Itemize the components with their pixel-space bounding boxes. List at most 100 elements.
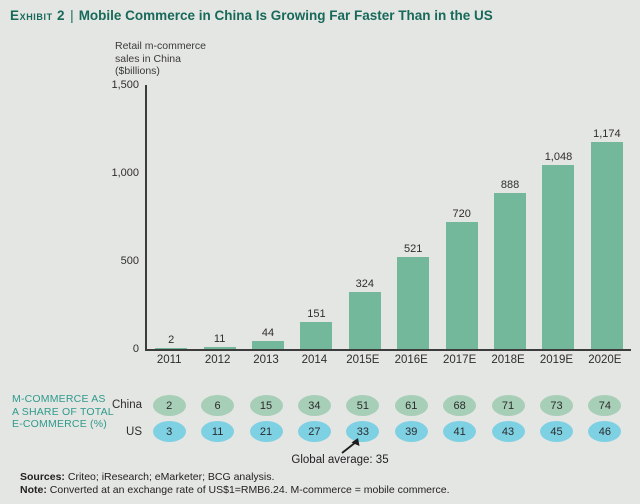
x-axis-label: 2013 [253,354,279,366]
bar [590,142,623,349]
row-label-china: China [111,399,142,411]
x-axis-label: 2011 [156,354,182,366]
bar [397,257,430,349]
global-average-annotation: Global average: 35 [291,454,389,466]
footer: Sources: Criteo; iResearch; eMarketer; B… [20,471,450,497]
bar-column: 2 [147,334,195,349]
bar-column: 521 [389,243,437,349]
bar [203,347,236,349]
bar-value-label: 2 [168,334,175,346]
bar-value-label: 11 [213,333,226,345]
bubble-cell: 71 [484,395,532,416]
bubble-cell: 74 [581,395,629,416]
bubble-cell: 3 [145,421,193,442]
bubble-cell: 6 [193,395,241,416]
china-bubble-row: 2 6 15 34 51 61 68 71 73 74 [145,395,629,416]
bubble-cell: 43 [484,421,532,442]
bar [155,348,188,349]
bubble-cell: 73 [532,395,580,416]
x-axis-label: 2016E [394,354,428,366]
x-axis-labels: 2011 2012 2013 2014 2015E 2016E 2017E 2018E 2019… [145,354,629,366]
bar-column: 720 [437,208,485,349]
bar-value-label: 1,048 [544,151,573,163]
bar-value-label: 44 [261,327,275,339]
share-bubble: 11 [201,421,235,442]
share-bubble: 21 [249,421,283,442]
bar [542,165,575,349]
share-bubble: 71 [491,395,525,416]
bubble-cell: 34 [290,395,338,416]
share-bubble: 3 [152,421,186,442]
bars-container: 2 11 44 151 324 521 720 888 1,048 1,174 [147,85,631,349]
us-bubble-row: 3 11 21 27 33 39 41 43 45 46 [145,421,629,442]
x-axis-label: 2015E [346,354,380,366]
bar [300,322,333,349]
y-axis-tick-label: 500 [120,255,139,267]
title-text: Mobile Commerce in China Is Growing Far … [78,8,493,23]
share-bubble: 46 [588,421,622,442]
bar-value-label: 888 [500,179,520,191]
share-bubble: 61 [394,395,428,416]
bar-column: 44 [244,327,292,349]
bar-column: 151 [292,308,340,349]
x-axis-label: 2017E [443,354,477,366]
note-line: Note: Converted at an exchange rate of U… [20,484,450,497]
bubble-cell: 68 [435,395,483,416]
bubble-cell: 33 [339,421,387,442]
bar-value-label: 1,174 [593,128,621,140]
share-bubble: 2 [152,395,186,416]
bar [445,222,478,349]
bar [348,292,381,349]
share-bubble: 33 [346,421,380,442]
note-label: Note: [20,484,47,496]
bubble-cell: 27 [290,421,338,442]
bubble-cell: 51 [339,395,387,416]
share-bubble: 73 [539,395,573,416]
share-bubble: 41 [443,421,477,442]
bubble-cell: 46 [581,421,629,442]
x-axis-label: 2012 [204,354,231,366]
y-axis-tick-label: 1,500 [111,79,139,91]
y-axis-tick-label: 1,000 [111,167,139,179]
share-bubble: 34 [297,395,331,416]
note-text: Converted at an exchange rate of US$1=RM… [49,484,450,496]
bar-column: 11 [195,333,243,349]
title-separator: | [70,8,74,23]
share-bubble: 43 [491,421,525,442]
bar [494,193,527,349]
bar-value-label: 521 [404,243,423,255]
bar-column: 888 [486,179,534,349]
x-axis-label: 2019E [539,354,574,366]
bar-value-label: 151 [307,308,326,320]
bar-value-label: 324 [355,278,374,290]
bar-column: 1,048 [534,151,582,349]
x-axis-label: 2018E [491,354,525,366]
share-bubble: 6 [201,395,235,416]
y-axis-tick-label: 0 [132,343,139,355]
share-bubble: 74 [588,395,622,416]
sources-label: Sources: [20,471,65,483]
share-bubble: 27 [297,421,331,442]
share-bubble: 51 [346,395,380,416]
share-bubble: 45 [539,421,573,442]
bubble-cell: 15 [242,395,290,416]
bubble-cell: 39 [387,421,435,442]
sources-text: Criteo; iResearch; eMarketer; BCG analys… [67,471,275,483]
row-label-us: US [126,426,142,438]
sources-line: Sources: Criteo; iResearch; eMarketer; B… [20,471,450,484]
share-table-label: M-COMMERCE AS A SHARE OF TOTAL E-COMMERC… [12,393,114,430]
bubble-cell: 2 [145,395,193,416]
bar-value-label: 720 [452,208,471,220]
exhibit-title: Exhibit 2 | Mobile Commerce in China Is Gr… [10,8,493,23]
bar-chart-plot-area: 2 11 44 151 324 521 720 888 1,048 1,174 0 500 1,000… [111,79,631,355]
bubble-cell: 11 [193,421,241,442]
share-bubble: 39 [394,421,428,442]
y-axis-title: Retail m-commerce sales in China ($billi… [115,40,207,77]
exhibit-number: Exhibit 2 [10,8,66,23]
bar [252,341,285,349]
x-axis-label: 2014 [301,354,328,366]
annotation-arrow-icon [341,438,360,454]
bubble-cell: 41 [435,421,483,442]
share-bubble: 68 [443,395,477,416]
